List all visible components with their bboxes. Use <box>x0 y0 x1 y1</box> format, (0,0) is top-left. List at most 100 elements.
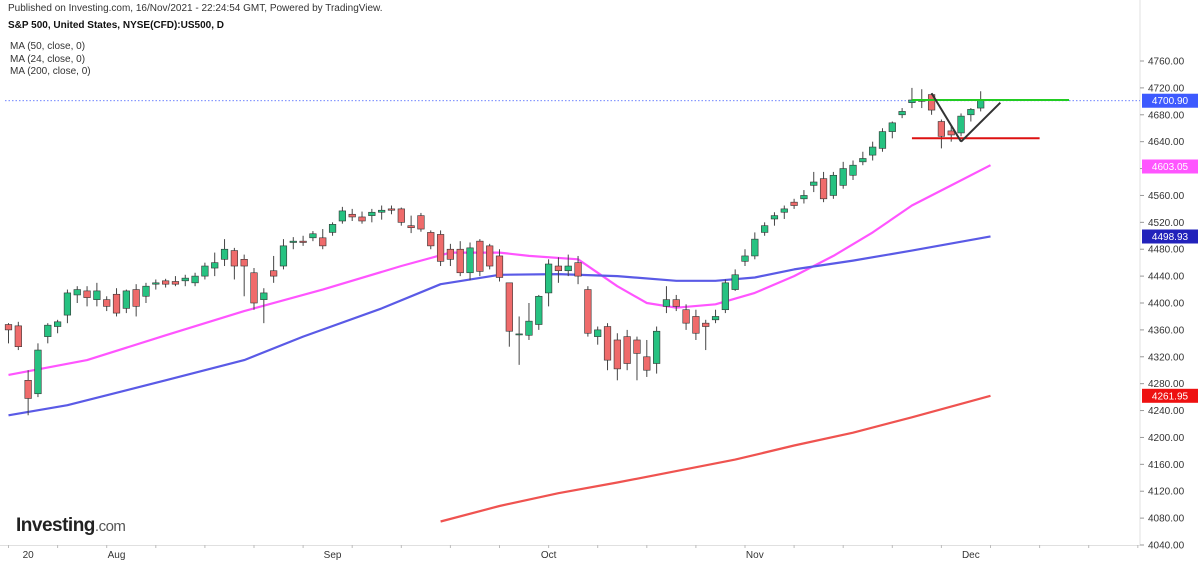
price-tag-1 <box>1142 159 1198 174</box>
price-tag-2 <box>1142 229 1198 244</box>
candle-body <box>937 121 945 137</box>
candle-body <box>44 324 52 337</box>
candle-body <box>692 316 700 334</box>
candle-body <box>328 224 337 233</box>
candle-body <box>702 322 710 327</box>
candle-body <box>898 111 906 116</box>
candle-body <box>869 146 877 156</box>
candle-body <box>63 292 72 316</box>
candle-body <box>859 158 867 163</box>
candle-body <box>250 272 258 304</box>
candle-body <box>201 265 209 277</box>
candle-body <box>368 211 376 216</box>
price-tag-label-3: 4261.95 <box>1152 391 1189 402</box>
candle-body <box>761 225 769 233</box>
y-tick-label: 4360.00 <box>1148 325 1185 336</box>
candle-body <box>486 245 494 267</box>
trendline-0 <box>930 92 962 143</box>
x-tick-label: Sep <box>324 550 342 561</box>
candle-body <box>574 262 582 277</box>
candle-body <box>319 237 327 247</box>
candle-body <box>594 329 602 337</box>
candle-body <box>584 289 592 334</box>
candle-body <box>967 109 975 116</box>
ma-line-2 <box>440 394 991 523</box>
y-tick-label: 4720.00 <box>1148 83 1185 94</box>
candle-body <box>270 270 278 277</box>
candle-body <box>103 299 111 307</box>
y-tick-label: 4560.00 <box>1148 191 1185 202</box>
candle-body <box>142 285 150 297</box>
candle-body <box>643 356 651 371</box>
y-tick-label: 4160.00 <box>1148 460 1185 471</box>
ma-legend-item-50[interactable]: MA (50, close, 0) <box>10 41 86 52</box>
candle-body <box>191 275 199 284</box>
candle-body <box>977 100 985 109</box>
price-tag-label-1: 4603.05 <box>1152 162 1189 173</box>
candle-body <box>73 289 81 296</box>
candle-body <box>770 215 779 220</box>
candle-body <box>348 213 356 218</box>
candle-body <box>289 240 297 243</box>
candle-body <box>947 130 955 136</box>
y-tick-label: 4400.00 <box>1148 299 1185 310</box>
candle-body <box>711 316 720 321</box>
candle-body <box>53 321 62 327</box>
y-tick-label: 4640.00 <box>1148 137 1185 148</box>
candle-body <box>751 238 759 257</box>
published-note: Published on Investing.com, 16/Nov/2021 … <box>8 3 383 14</box>
candle-body <box>790 201 798 206</box>
candle-body <box>839 168 847 186</box>
candle-body <box>731 274 739 290</box>
candle-body <box>653 330 661 364</box>
candle-body <box>34 349 42 395</box>
candle-body <box>378 209 386 213</box>
candle-body <box>525 320 533 336</box>
candle-body <box>299 240 307 243</box>
candle-body <box>14 325 22 347</box>
candle-body <box>417 215 425 230</box>
candle-body <box>407 225 415 229</box>
x-tick-label: Dec <box>962 550 980 561</box>
logo-suffix: .com <box>94 518 126 535</box>
y-tick-label: 4320.00 <box>1148 352 1185 363</box>
investing-logo: Investing.com <box>16 515 126 537</box>
candle-body <box>181 277 189 282</box>
candle-body <box>819 178 828 200</box>
candle-body <box>721 282 729 311</box>
y-tick-label: 4480.00 <box>1148 245 1185 256</box>
candle-body <box>613 339 621 370</box>
x-tick-label: Aug <box>108 550 126 561</box>
candle-body <box>682 309 690 324</box>
ma-legend-item-200[interactable]: MA (200, close, 0) <box>10 66 91 77</box>
y-tick-label: 4520.00 <box>1148 218 1185 229</box>
candle-body <box>387 208 396 211</box>
candle-body <box>878 131 887 149</box>
candle-body <box>338 210 346 222</box>
candle-body <box>957 115 965 134</box>
candle-body <box>211 262 219 269</box>
candle-body <box>358 216 366 222</box>
candle-body <box>662 299 671 307</box>
candle-body <box>535 295 543 325</box>
candle-body <box>93 290 101 300</box>
candle-body <box>427 232 435 247</box>
ma-legend-item-24[interactable]: MA (24, close, 0) <box>10 53 86 65</box>
candle-body <box>220 248 229 260</box>
candle-body <box>672 299 680 307</box>
y-tick-label: 4200.00 <box>1148 433 1185 444</box>
y-tick-label: 4280.00 <box>1148 379 1185 390</box>
candle-body <box>466 247 474 274</box>
candle-body <box>240 259 248 267</box>
trendline-1 <box>960 101 1002 143</box>
candle-body <box>603 326 612 361</box>
y-tick-label: 4040.00 <box>1148 541 1185 552</box>
x-tick-label: 20 <box>23 550 35 561</box>
candle-body <box>24 380 32 399</box>
candle-body <box>623 336 631 364</box>
candle-body <box>446 248 455 260</box>
x-tick-label: Nov <box>746 550 764 561</box>
candle-body <box>279 245 288 267</box>
candle-body <box>564 265 572 272</box>
